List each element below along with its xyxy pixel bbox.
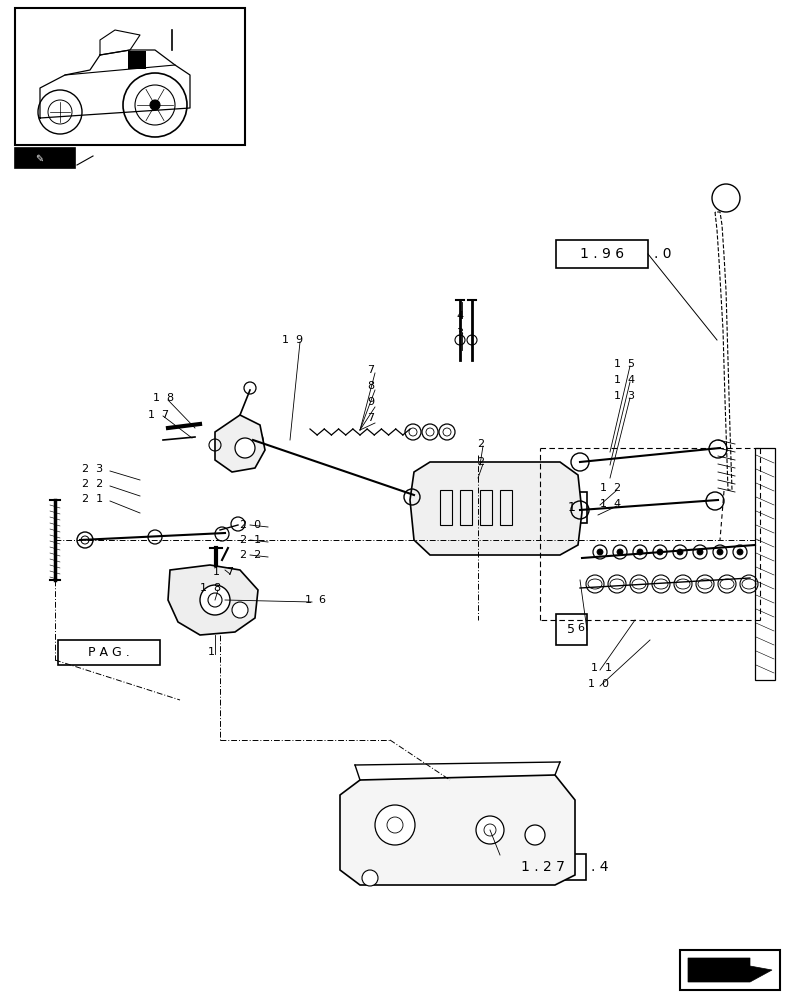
Text: . 0: . 0: [653, 247, 671, 261]
Text: 9: 9: [367, 397, 374, 407]
Bar: [500, 490, 512, 525]
Bar: [128, 51, 146, 69]
Circle shape: [375, 805, 414, 845]
Text: 2: 2: [476, 439, 483, 449]
Circle shape: [656, 549, 663, 555]
Text: 1  0: 1 0: [587, 679, 608, 689]
Text: 1: 1: [208, 647, 215, 657]
Bar: [15, 148, 75, 168]
Text: 2  1: 2 1: [240, 535, 261, 545]
Text: 1  8: 1 8: [152, 393, 174, 403]
Text: 5: 5: [567, 623, 575, 636]
Circle shape: [525, 825, 544, 845]
Circle shape: [696, 549, 702, 555]
Text: 2  1: 2 1: [82, 494, 103, 504]
Circle shape: [716, 549, 722, 555]
Text: 4: 4: [456, 311, 462, 321]
Text: 7: 7: [367, 413, 374, 423]
Text: 1  9: 1 9: [281, 335, 303, 345]
Text: 3: 3: [456, 328, 462, 338]
Circle shape: [208, 593, 221, 607]
Bar: [556, 240, 647, 268]
Circle shape: [616, 549, 622, 555]
Text: 8: 8: [367, 381, 374, 391]
Text: 2  2: 2 2: [82, 479, 103, 489]
Bar: [556, 614, 586, 645]
Bar: [679, 950, 779, 990]
Bar: [440, 490, 452, 525]
Circle shape: [232, 602, 247, 618]
Text: 6: 6: [577, 623, 583, 633]
Circle shape: [636, 549, 642, 555]
Bar: [556, 492, 586, 523]
Text: 1 . 9 6: 1 . 9 6: [579, 247, 624, 261]
Bar: [500, 854, 586, 880]
Bar: [58, 640, 160, 665]
Text: 1  5: 1 5: [613, 359, 634, 369]
Circle shape: [200, 585, 230, 615]
Text: . 4: . 4: [590, 860, 607, 874]
Text: 1  1: 1 1: [590, 663, 611, 673]
Text: 2  3: 2 3: [82, 464, 103, 474]
Text: 1 . 2 7: 1 . 2 7: [521, 860, 564, 874]
Text: 1: 1: [567, 501, 575, 514]
Circle shape: [362, 870, 378, 886]
Text: P A G .: P A G .: [88, 646, 130, 659]
Polygon shape: [410, 462, 581, 555]
Text: ✎: ✎: [35, 154, 43, 164]
Bar: [460, 490, 471, 525]
Text: 1  4: 1 4: [613, 375, 634, 385]
Circle shape: [596, 549, 603, 555]
Circle shape: [234, 438, 255, 458]
Bar: [479, 490, 491, 525]
Bar: [754, 448, 774, 680]
Text: 1  7: 1 7: [148, 410, 169, 420]
Polygon shape: [215, 415, 264, 472]
Text: 1  2: 1 2: [599, 483, 620, 493]
Text: 1  8: 1 8: [200, 583, 221, 593]
Circle shape: [676, 549, 682, 555]
Text: 1  6: 1 6: [305, 595, 325, 605]
Text: 2  0: 2 0: [240, 520, 261, 530]
Text: 2  2: 2 2: [240, 550, 261, 560]
Polygon shape: [340, 775, 574, 885]
Circle shape: [150, 100, 160, 110]
Text: 1  4: 1 4: [599, 499, 620, 509]
Circle shape: [475, 816, 504, 844]
Polygon shape: [687, 958, 771, 982]
Bar: [15, 8, 245, 145]
Circle shape: [736, 549, 742, 555]
Polygon shape: [168, 565, 258, 635]
Text: 1  3: 1 3: [613, 391, 634, 401]
Text: 2: 2: [476, 457, 483, 467]
Text: 1  7: 1 7: [212, 567, 234, 577]
Text: 7: 7: [367, 365, 374, 375]
